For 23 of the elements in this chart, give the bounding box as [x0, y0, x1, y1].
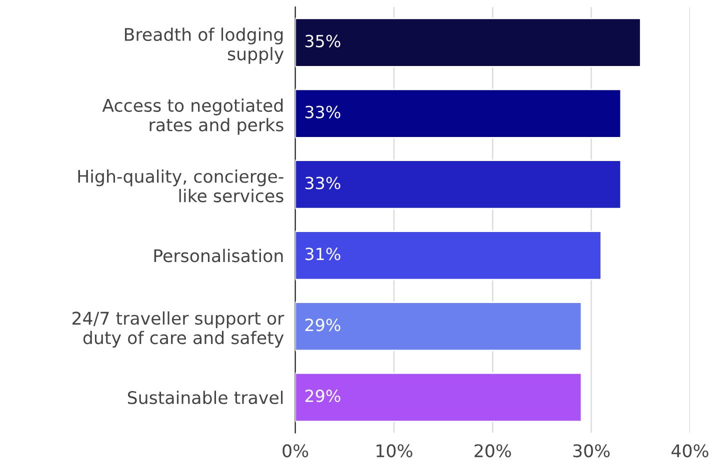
y-tick-label: High-quality, concierge- like services: [78, 169, 284, 202]
bar: [295, 230, 602, 280]
bar: [295, 372, 582, 422]
data-label: 29%: [305, 318, 340, 332]
bar: [295, 88, 622, 138]
data-label: 35%: [305, 34, 340, 48]
data-label: 33%: [305, 176, 340, 190]
x-tick-label: 10%: [376, 444, 412, 458]
x-tick-label: 40%: [672, 444, 708, 458]
bar: [295, 302, 582, 352]
data-label: 29%: [305, 390, 340, 402]
data-label: 31%: [305, 248, 340, 260]
data-label: 33%: [305, 106, 340, 118]
bar: [295, 160, 622, 210]
y-tick-label: 24/7 traveller support or duty of care and safety: [72, 311, 284, 348]
x-tick-label: 0%: [282, 444, 308, 458]
x-tick-label: 30%: [573, 444, 610, 458]
x-tick-label: 20%: [474, 444, 511, 458]
bar: [295, 18, 642, 68]
y-tick-label: Breadth of lodging supply: [124, 28, 284, 64]
y-tick-label: Sustainable travel: [128, 390, 283, 404]
y-tick-label: Personalisation: [154, 248, 283, 262]
y-tick-label: Access to negotiated rates and perks: [102, 98, 284, 135]
